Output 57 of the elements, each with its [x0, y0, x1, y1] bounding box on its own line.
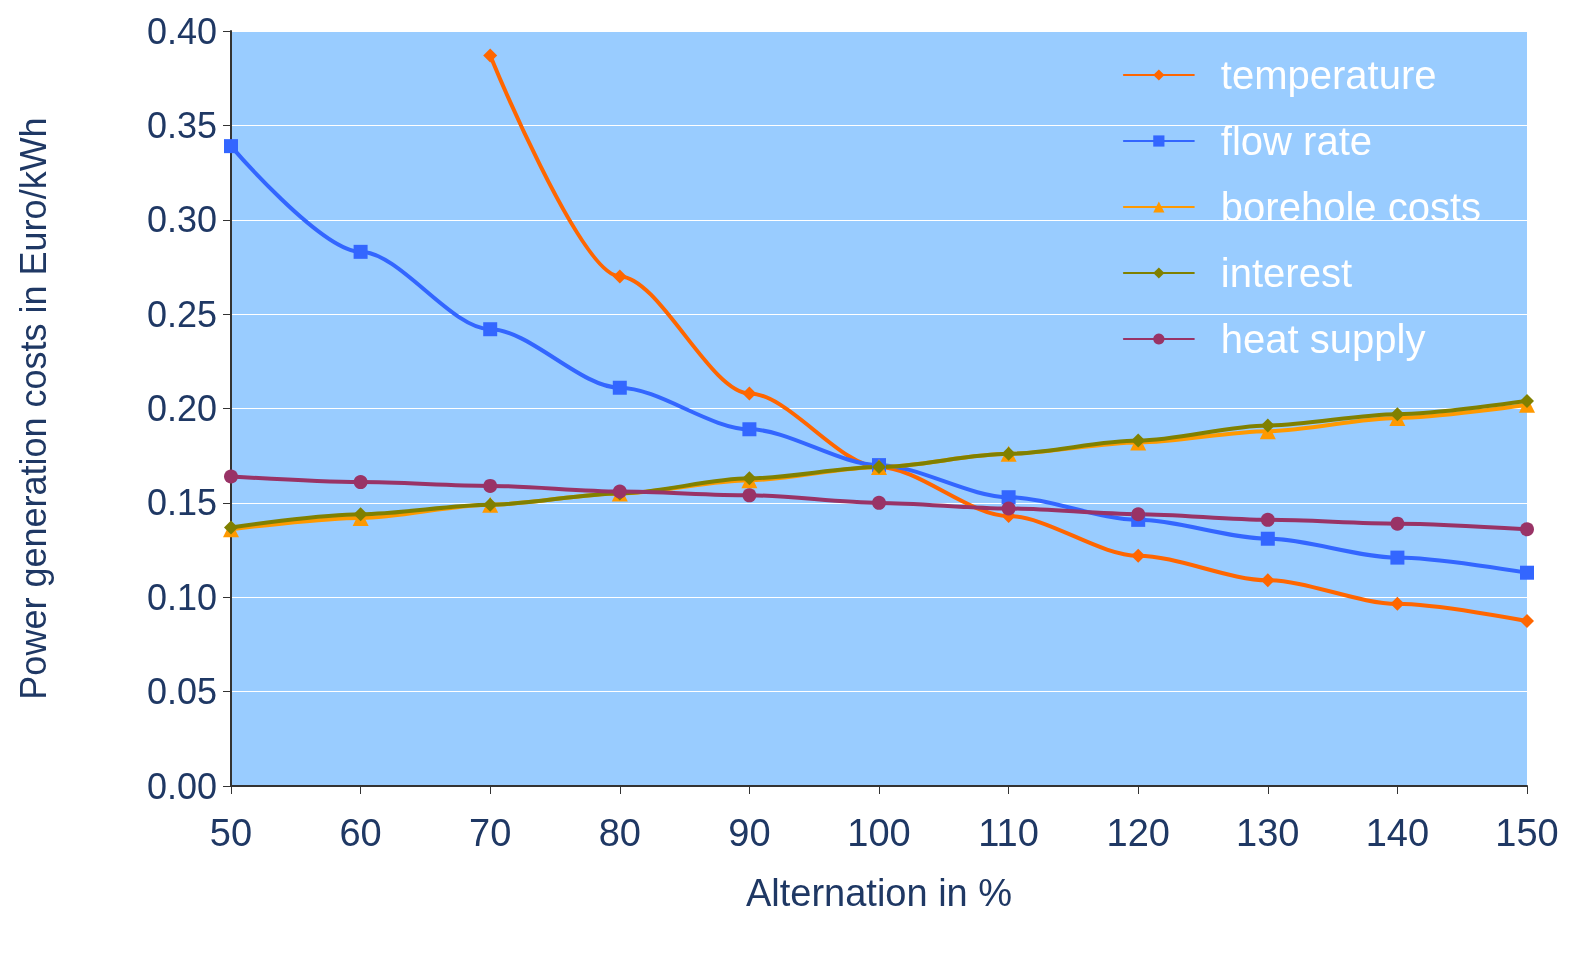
x-tick-label: 150	[1495, 812, 1559, 854]
point	[1390, 550, 1405, 565]
point	[1131, 548, 1146, 563]
y-tick-label: 0.00	[146, 765, 217, 807]
x-tick-label: 100	[847, 812, 911, 854]
x-tick-label: 50	[209, 812, 253, 854]
point	[1260, 512, 1275, 527]
y-tick-label: 0.10	[146, 576, 217, 618]
point	[483, 48, 498, 63]
x-axis-title: Alternation in %	[745, 872, 1013, 914]
point	[1001, 490, 1016, 505]
x-tick-label: 110	[978, 812, 1039, 854]
point	[612, 269, 627, 284]
legend-label: heat supply	[1220, 317, 1426, 361]
point	[483, 478, 498, 493]
point	[353, 507, 368, 522]
point	[1520, 522, 1534, 537]
x-tick-label: 90	[728, 812, 771, 854]
point	[1001, 501, 1016, 516]
y-tick-label: 0.05	[146, 671, 217, 713]
point	[1260, 531, 1275, 546]
y-tick-label: 0.15	[146, 482, 217, 524]
legend-label: temperature	[1220, 53, 1437, 97]
legend-label: borehole costs	[1220, 185, 1481, 229]
x-tick-label: 70	[469, 812, 512, 854]
point	[1520, 393, 1534, 408]
point	[1390, 596, 1405, 611]
x-tick-label: 140	[1365, 812, 1430, 854]
point	[1520, 565, 1534, 580]
legend-label: flow rate	[1220, 119, 1373, 163]
point	[483, 322, 498, 337]
y-axis-title: Power generation costs in Euro/kWh	[12, 117, 54, 700]
legend-label: interest	[1220, 251, 1353, 295]
point	[1520, 614, 1534, 629]
point	[872, 495, 886, 510]
x-tick-label: 80	[598, 812, 641, 854]
point	[1390, 407, 1405, 422]
point	[742, 422, 757, 437]
y-tick-label: 0.25	[146, 293, 217, 335]
point	[1131, 507, 1146, 522]
y-tick-label: 0.35	[146, 104, 217, 146]
x-tick-label: 120	[1106, 812, 1170, 854]
point	[353, 244, 368, 259]
point	[1260, 418, 1275, 433]
point	[224, 469, 238, 484]
y-tick-label: 0.40	[146, 10, 217, 52]
point	[612, 380, 627, 395]
point	[1390, 516, 1405, 531]
point	[1260, 573, 1275, 588]
y-tick-label: 0.30	[146, 199, 217, 241]
point	[353, 475, 368, 490]
y-tick-label: 0.20	[146, 388, 217, 429]
point	[742, 386, 757, 401]
point	[742, 488, 757, 503]
x-tick-label: 130	[1236, 812, 1300, 854]
x-tick-label: 60	[339, 812, 382, 854]
point	[224, 139, 238, 154]
